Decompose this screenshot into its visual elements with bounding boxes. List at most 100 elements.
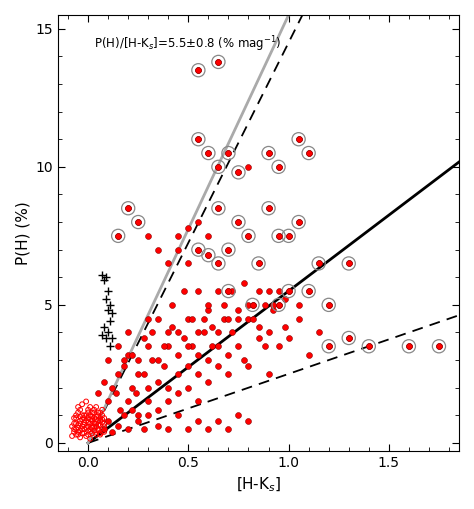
Point <box>91 427 98 435</box>
Point <box>68 432 76 440</box>
Point <box>195 66 202 74</box>
Point <box>100 276 108 284</box>
Point <box>315 260 322 268</box>
Point <box>86 428 94 436</box>
Point <box>275 301 283 309</box>
Point <box>265 204 273 212</box>
Point <box>225 287 232 295</box>
Point <box>261 342 268 350</box>
Point <box>74 423 82 432</box>
Point <box>145 398 152 406</box>
Point <box>78 422 86 431</box>
Point <box>78 411 86 419</box>
Point <box>305 149 312 157</box>
Point <box>91 406 98 414</box>
Point <box>235 168 242 177</box>
Point <box>235 342 242 350</box>
Point <box>135 218 142 226</box>
Point <box>88 413 96 421</box>
Point <box>225 245 232 253</box>
Point <box>76 433 84 441</box>
Point <box>205 251 212 259</box>
Point <box>88 417 96 425</box>
Point <box>96 417 104 425</box>
Text: P(H)/[H-K$_s$]=5.5±0.8 (% mag$^{-1}$): P(H)/[H-K$_s$]=5.5±0.8 (% mag$^{-1}$) <box>94 34 282 54</box>
Point <box>215 163 222 171</box>
Point <box>275 163 283 171</box>
Point <box>86 435 94 443</box>
Point <box>104 328 112 336</box>
Point <box>100 422 108 431</box>
Point <box>74 403 82 411</box>
Point <box>155 406 162 414</box>
Point <box>245 301 252 309</box>
Point <box>109 384 116 392</box>
Point <box>265 370 273 378</box>
Point <box>92 431 100 439</box>
Point <box>205 306 212 315</box>
Point <box>99 331 106 340</box>
Point <box>249 301 256 309</box>
Point <box>84 408 92 416</box>
Point <box>86 415 94 423</box>
Point <box>184 315 192 323</box>
Point <box>84 414 92 422</box>
Point <box>205 378 212 386</box>
Point <box>82 432 90 440</box>
Point <box>82 398 90 406</box>
Point <box>201 315 208 323</box>
Point <box>106 342 114 350</box>
Point <box>70 414 78 422</box>
Point <box>68 422 76 431</box>
Point <box>86 411 94 419</box>
Point <box>285 232 292 240</box>
Y-axis label: P(H) (%): P(H) (%) <box>15 201 30 265</box>
Point <box>145 384 152 392</box>
Point <box>275 232 283 240</box>
Point <box>70 419 78 428</box>
Point <box>73 414 80 422</box>
Point <box>205 301 212 309</box>
Point <box>325 301 332 309</box>
Point <box>135 356 142 364</box>
Point <box>365 342 373 350</box>
Point <box>285 287 292 295</box>
Point <box>215 58 222 66</box>
Point <box>205 356 212 364</box>
Point <box>215 342 222 350</box>
Point <box>281 295 288 303</box>
Point <box>245 163 252 171</box>
Point <box>265 287 273 295</box>
Point <box>195 135 202 144</box>
Point <box>148 356 156 364</box>
Point <box>92 422 100 431</box>
Point <box>189 342 196 350</box>
Point <box>235 218 242 226</box>
Point <box>109 309 116 317</box>
Point <box>96 431 104 439</box>
Point <box>84 427 92 435</box>
Point <box>241 279 248 287</box>
Point <box>261 301 268 309</box>
Point <box>195 135 202 144</box>
Point <box>124 204 132 212</box>
Point <box>405 342 413 350</box>
Point <box>255 260 262 268</box>
Point <box>275 163 283 171</box>
Point <box>255 334 262 342</box>
Point <box>164 328 172 336</box>
Point <box>245 232 252 240</box>
Point <box>86 419 94 428</box>
Point <box>225 287 232 295</box>
Point <box>195 328 202 336</box>
Point <box>102 334 110 342</box>
Point <box>88 415 96 423</box>
Point <box>325 301 332 309</box>
Point <box>164 342 172 350</box>
Point <box>305 351 312 359</box>
Point <box>285 334 292 342</box>
Point <box>345 334 353 342</box>
Point <box>315 260 322 268</box>
Point <box>94 421 102 429</box>
Point <box>235 306 242 315</box>
